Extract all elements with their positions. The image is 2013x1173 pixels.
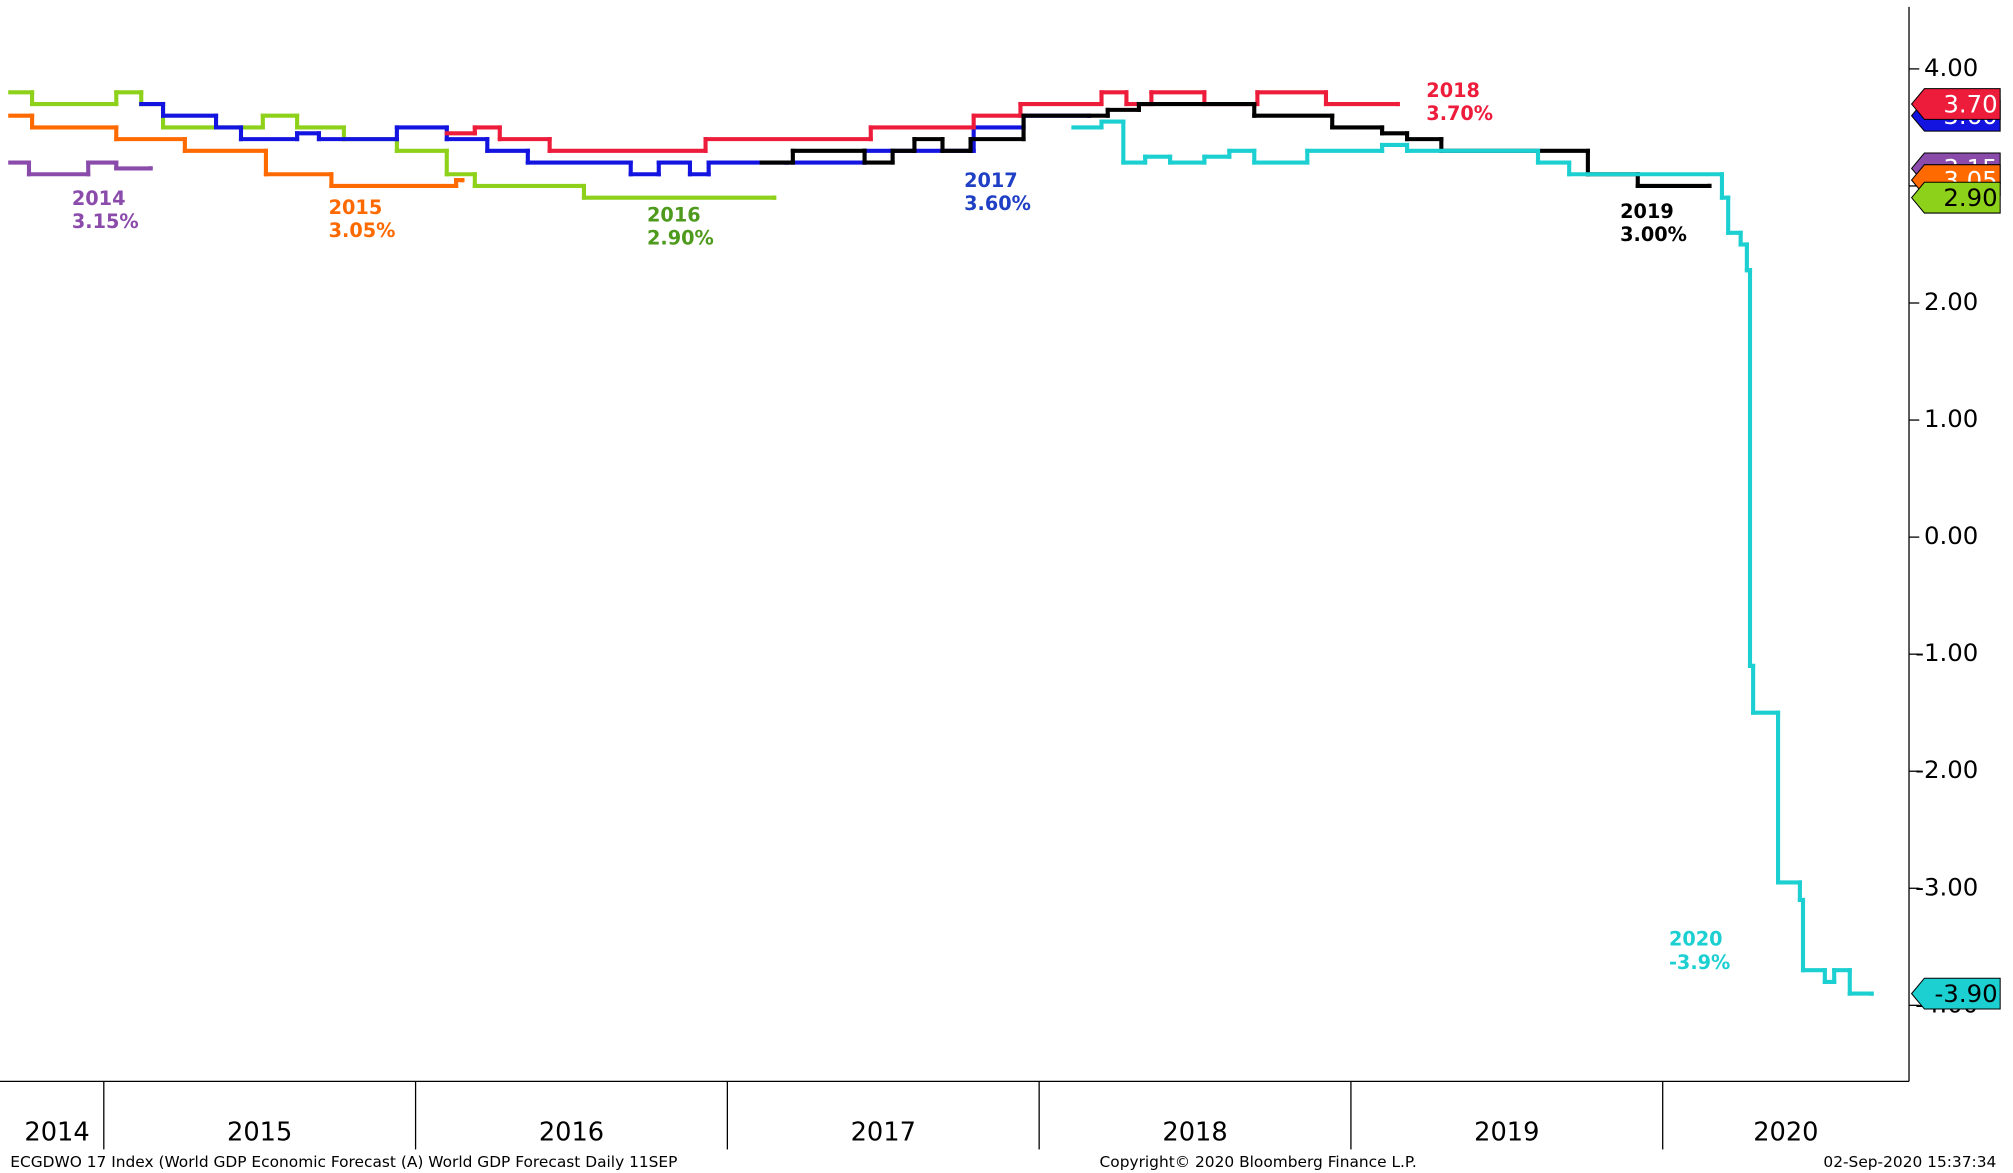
x-tick-label: 2020 <box>1753 1117 1818 1147</box>
annotation-value: 3.70% <box>1426 102 1493 125</box>
series-line <box>8 113 465 189</box>
x-tick-label: 2018 <box>1162 1117 1227 1147</box>
annotation-year: 2019 <box>1620 200 1674 223</box>
annotation-year: 2015 <box>329 196 383 219</box>
footer-text: ECGDWO 17 Index (World GDP Economic Fore… <box>10 1153 677 1171</box>
value-badge <box>1910 181 2001 214</box>
y-tick-label: -3.00 <box>1915 872 1978 901</box>
annotation-year: 2016 <box>647 204 701 227</box>
x-tick-label: 2019 <box>1474 1117 1539 1147</box>
annotation-value: 3.05% <box>329 219 396 242</box>
y-tick-label: 0.00 <box>1924 521 1978 550</box>
series-lines <box>8 90 1874 996</box>
series-line <box>1071 119 1874 996</box>
annotation-year: 2014 <box>72 187 126 210</box>
annotation-value: 3.60% <box>964 192 1031 215</box>
x-tick-label: 2017 <box>851 1117 916 1147</box>
y-tick-label: 2.00 <box>1924 287 1978 316</box>
annotation-value: 3.00% <box>1620 223 1687 246</box>
annotation-year: 2018 <box>1426 79 1480 102</box>
y-tick-label: 4.00 <box>1924 53 1978 82</box>
series-line <box>444 90 1400 153</box>
annotation-year: 2017 <box>964 169 1018 192</box>
value-badge-label: 2.90 <box>1943 183 1997 212</box>
x-tick-label: 2015 <box>227 1117 292 1147</box>
series-line <box>8 90 777 200</box>
value-badge <box>1910 88 2001 120</box>
annotation-year: 2020 <box>1669 928 1723 951</box>
annotation-value: -3.9% <box>1669 951 1730 974</box>
annotation-value: 3.15% <box>72 210 139 233</box>
x-tick-label: 2016 <box>539 1117 604 1147</box>
value-badge-label: -3.90 <box>1935 979 1998 1008</box>
y-tick-label: -2.00 <box>1915 755 1978 784</box>
value-badge <box>1910 977 2001 1010</box>
footer-text: Copyright© 2020 Bloomberg Finance L.P. <box>1100 1153 1417 1171</box>
x-tick-label: 2014 <box>24 1117 89 1147</box>
y-tick-label: 1.00 <box>1924 404 1978 433</box>
series-line <box>8 160 153 177</box>
y-tick-label: -1.00 <box>1915 638 1978 667</box>
annotation-value: 2.90% <box>647 227 714 250</box>
footer-text: 02-Sep-2020 15:37:34 <box>1823 1153 1996 1171</box>
value-badge-label: 3.70 <box>1943 89 1997 118</box>
